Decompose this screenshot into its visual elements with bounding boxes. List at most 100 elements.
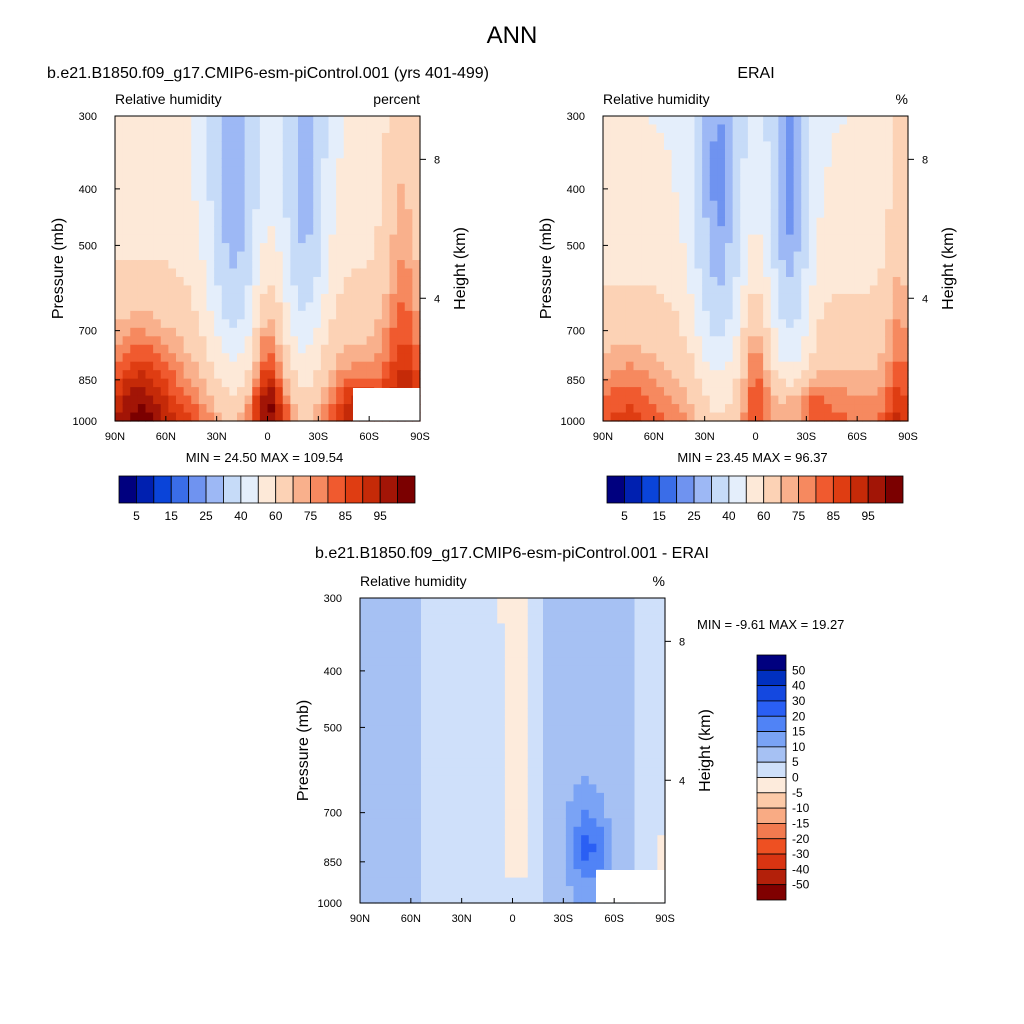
- heatmap-cell: [267, 217, 276, 227]
- heatmap-cell: [610, 293, 619, 303]
- heatmap-cell: [808, 302, 818, 312]
- heatmap-cell: [298, 260, 307, 270]
- heatmap-cell: [305, 344, 314, 354]
- heatmap-cell: [275, 132, 284, 143]
- heatmap-cell: [512, 614, 521, 625]
- heatmap-cell: [831, 149, 840, 159]
- heatmap-cell: [618, 395, 627, 405]
- heatmap-cell: [375, 775, 384, 785]
- heatmap-cell: [603, 158, 612, 168]
- heatmap-cell: [642, 648, 651, 658]
- heatmap-cell: [153, 387, 162, 397]
- colorbar-label: 85: [339, 509, 353, 523]
- heatmap-cell: [459, 750, 468, 760]
- heatmap-cell: [596, 614, 605, 625]
- heatmap-cell: [367, 801, 376, 811]
- heatmap-cell: [405, 614, 414, 625]
- heatmap-cell: [900, 336, 909, 346]
- heatmap-cell: [778, 370, 787, 380]
- units-label: percent: [373, 91, 420, 107]
- heatmap-cell: [778, 243, 787, 253]
- heatmap-cell: [656, 116, 665, 126]
- heatmap-cell: [770, 260, 779, 270]
- heatmap-cell: [381, 302, 391, 312]
- heatmap-cell: [398, 657, 407, 667]
- heatmap-cell: [191, 243, 200, 253]
- heatmap-cell: [259, 200, 269, 210]
- heatmap-cell: [397, 234, 406, 244]
- heatmap-cell: [130, 124, 139, 134]
- heatmap-cell: [801, 387, 810, 397]
- heatmap-cell: [252, 200, 261, 210]
- heatmap-cell: [610, 285, 619, 295]
- heatmap-cell: [656, 260, 665, 270]
- heatmap-cell: [381, 149, 391, 159]
- colorbar-box: [310, 475, 329, 504]
- heatmap-cell: [290, 395, 299, 405]
- heatmap-cell: [381, 243, 391, 253]
- heatmap-cell: [732, 361, 741, 371]
- heatmap-cell: [596, 733, 605, 743]
- heatmap-cell: [343, 336, 352, 346]
- heatmap-cell: [664, 370, 673, 380]
- heatmap-cell: [634, 648, 643, 658]
- heatmap-cell: [839, 293, 848, 303]
- heatmap-cell: [229, 310, 238, 320]
- heatmap-cell: [381, 158, 391, 168]
- heatmap-cell: [604, 648, 613, 658]
- heatmap-cell: [191, 353, 200, 363]
- heatmap-cell: [892, 285, 901, 295]
- heatmap-cell: [573, 852, 582, 862]
- heatmap-cell: [808, 285, 818, 295]
- heatmap-cell: [168, 327, 177, 337]
- heatmap-cell: [686, 361, 696, 371]
- heatmap-cell: [436, 614, 445, 625]
- heatmap-cell: [428, 691, 437, 701]
- x-tick-label: 60N: [156, 431, 176, 443]
- heatmap-cell: [130, 149, 139, 159]
- heatmap-cell: [290, 336, 299, 346]
- heatmap-cell: [588, 835, 597, 845]
- heatmap-cell: [359, 124, 368, 134]
- heatmap-cell: [581, 725, 590, 735]
- heatmap-cell: [237, 192, 246, 202]
- heatmap-cell: [451, 716, 460, 726]
- heatmap-cell: [763, 175, 772, 185]
- heatmap-cell: [603, 116, 612, 126]
- heatmap-cell: [854, 404, 863, 414]
- heatmap-cell: [305, 293, 314, 303]
- heatmap-cell: [862, 404, 871, 414]
- heatmap-cell: [375, 640, 384, 650]
- heatmap-cell: [298, 192, 307, 202]
- heatmap-cell: [786, 285, 795, 295]
- heatmap-cell: [869, 412, 879, 422]
- heatmap-cell: [497, 750, 506, 760]
- heatmap-cell: [770, 268, 779, 278]
- heatmap-cell: [709, 149, 718, 159]
- heatmap-cell: [466, 792, 475, 802]
- heatmap-cell: [390, 682, 399, 692]
- heatmap-cell: [831, 370, 840, 380]
- heatmap-cell: [252, 192, 261, 202]
- heatmap-cell: [160, 302, 169, 312]
- heatmap-cell: [642, 767, 651, 777]
- heatmap-cell: [641, 336, 650, 346]
- heatmap-cell: [282, 209, 291, 219]
- heatmap-cell: [360, 775, 369, 785]
- heatmap-cell: [351, 251, 360, 261]
- colorbar-box: [763, 475, 782, 504]
- heatmap-cell: [115, 319, 124, 329]
- heatmap-cell: [305, 116, 314, 126]
- heatmap-cell: [115, 268, 124, 278]
- heatmap-cell: [656, 141, 665, 151]
- heatmap-cell: [892, 192, 901, 202]
- heatmap-cell: [709, 319, 718, 329]
- heatmap-cell: [648, 353, 657, 363]
- heatmap-cell: [221, 158, 230, 168]
- heatmap-cell: [634, 725, 643, 735]
- heatmap-cell: [497, 843, 506, 853]
- heatmap-cell: [267, 361, 276, 371]
- heatmap-cell: [634, 767, 643, 777]
- heatmap-cell: [619, 801, 628, 811]
- heatmap-cell: [413, 818, 422, 828]
